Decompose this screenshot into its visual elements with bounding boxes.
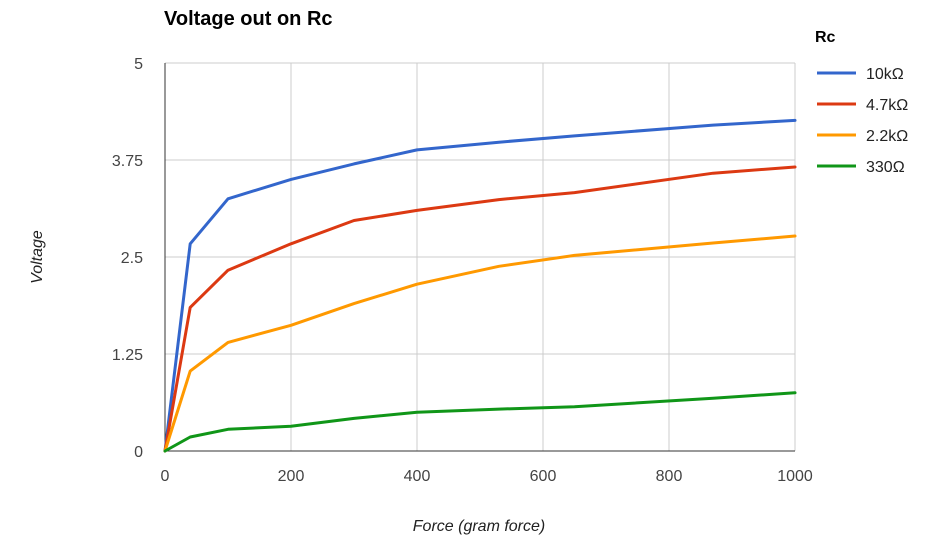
legend-label: 2.2kΩ [866,128,908,145]
x-tick-label: 1000 [777,468,813,485]
series-lines [163,118,797,453]
x-tick-label: 800 [656,468,683,485]
x-tick-label: 400 [404,468,431,485]
legend-title: Rc [815,29,836,46]
grid [165,62,796,451]
axes [164,63,795,452]
x-tick-label: 0 [161,468,170,485]
legend: Rc 10kΩ 4.7kΩ 2.2kΩ 330Ω [815,29,908,176]
legend-label: 330Ω [866,159,905,176]
series-line-2 [163,234,797,453]
y-tick-label: 2.5 [121,250,143,267]
y-axis-title: Voltage [29,230,46,284]
x-tick-label: 200 [278,468,305,485]
y-tick-label: 3.75 [112,153,143,170]
tick-labels: 0 200 400 600 800 1000 0 1.25 2.5 3.75 5 [112,56,813,485]
x-axis-title: Force (gram force) [413,518,545,535]
series-line-1 [163,165,797,453]
x-tick-label: 600 [530,468,557,485]
legend-label: 10kΩ [866,66,904,83]
y-tick-label: 1.25 [112,347,143,364]
chart-title: Voltage out on Rc [164,8,333,30]
series-line-3 [163,391,797,453]
legend-label: 4.7kΩ [866,97,908,114]
series-line-0 [163,118,797,453]
y-tick-label: 0 [134,444,143,461]
y-tick-label: 5 [134,56,143,73]
